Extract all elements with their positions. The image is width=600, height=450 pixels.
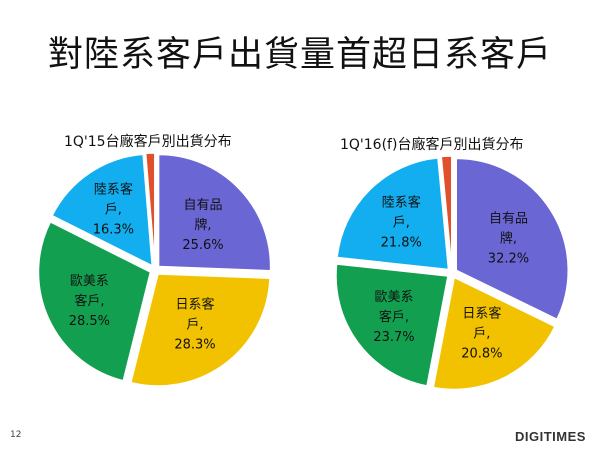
slice-label-japan: 戶, bbox=[186, 317, 203, 332]
slice-label-euro-us: 歐美系 bbox=[374, 290, 413, 305]
slice-label-euro-us: 28.5% bbox=[69, 314, 110, 329]
slice-label-japan: 戶, bbox=[473, 327, 490, 342]
slice-label-china: 戶, bbox=[105, 202, 122, 217]
pie-slice-japan bbox=[129, 273, 271, 387]
slice-label-own-brand: 牌, bbox=[194, 217, 211, 233]
chart-title-1q16: 1Q'16(f)台廠客戶別出貨分布 bbox=[340, 137, 524, 153]
digitimes-logo: DIGITIMES bbox=[515, 429, 586, 444]
slice-label-euro-us: 客戶, bbox=[74, 293, 104, 309]
slice-label-own-brand: 25.6% bbox=[182, 238, 223, 253]
slice-label-euro-us: 歐美系 bbox=[70, 274, 109, 289]
slice-label-japan: 日系客 bbox=[175, 296, 214, 312]
slice-label-euro-us: 23.7% bbox=[373, 330, 414, 345]
page-number: 12 bbox=[10, 430, 22, 440]
chart-title-1q15: 1Q'15台廠客戶別出貨分布 bbox=[64, 134, 232, 150]
slice-label-euro-us: 客戶, bbox=[379, 309, 409, 325]
pie-slice-euro-us bbox=[335, 263, 449, 387]
pie-slice-own-brand bbox=[455, 157, 569, 321]
pie-slice-china bbox=[336, 157, 450, 271]
pie-slice-japan bbox=[432, 276, 556, 391]
pie-slice-own-brand bbox=[157, 153, 272, 272]
slice-label-china: 戶, bbox=[393, 216, 410, 231]
slice-label-own-brand: 自有品 bbox=[183, 198, 222, 213]
slice-label-japan: 28.3% bbox=[174, 337, 215, 352]
slide-title: 對陸系客戶出貨量首超日系客戶 bbox=[47, 35, 552, 75]
slice-label-china: 陸系客 bbox=[94, 181, 133, 197]
slice-label-china: 16.3% bbox=[93, 222, 134, 237]
pie-slice-other bbox=[144, 152, 156, 266]
slice-label-japan: 20.8% bbox=[461, 347, 502, 362]
slice-label-china: 21.8% bbox=[381, 236, 422, 251]
pie-slice-other bbox=[440, 155, 453, 269]
pie-slice-euro-us bbox=[37, 220, 152, 382]
slice-label-own-brand: 牌, bbox=[500, 231, 517, 247]
slice-label-japan: 日系客 bbox=[462, 306, 501, 322]
slice-label-china: 陸系客 bbox=[382, 195, 421, 211]
pie-slice-china bbox=[51, 153, 154, 268]
slice-label-own-brand: 32.2% bbox=[488, 252, 529, 267]
slice-label-own-brand: 自有品 bbox=[489, 212, 528, 227]
